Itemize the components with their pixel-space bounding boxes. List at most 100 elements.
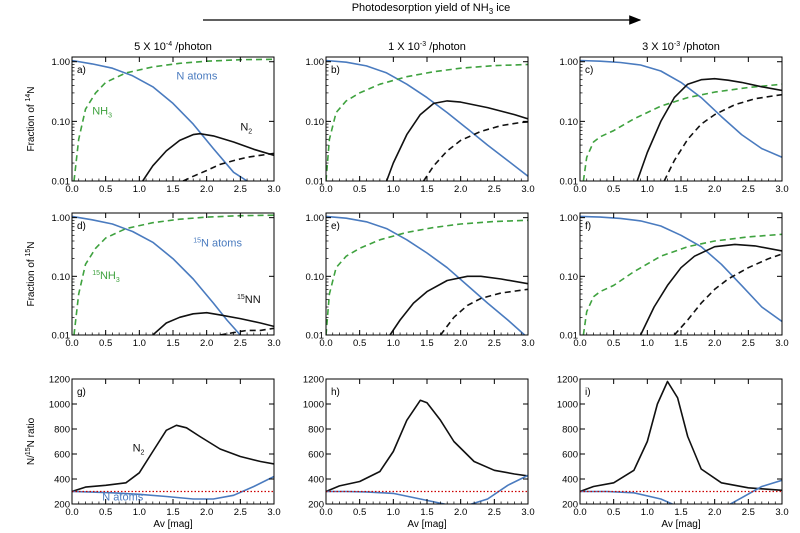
- x-tick-label: 2.5: [488, 338, 501, 349]
- column-title: 5 X 10-4 /photon: [134, 41, 212, 53]
- series-line: [152, 311, 274, 335]
- x-tick-label: 2.5: [234, 507, 247, 518]
- series-line: [582, 83, 782, 181]
- x-tick-label: 0.5: [353, 184, 366, 195]
- series-line: [663, 93, 782, 181]
- row-ylabel-tail: N ratio: [26, 417, 37, 447]
- panel-e: 0.0 0.5 1.0 1.5 2.0 2.5 3.0 1.00 0.10 0.01 e): [306, 212, 535, 349]
- x-tick-label: 1.5: [166, 507, 179, 518]
- y-tick-label: 0.01: [306, 177, 325, 188]
- y-tick-label: 0.10: [52, 272, 71, 283]
- x-tick-label: 0.0: [573, 507, 586, 518]
- y-tick-label: 600: [562, 450, 578, 461]
- x-tick-label: 2.5: [488, 507, 501, 518]
- panel-b: 0.0 0.5 1.0 1.5 2.0 2.5 3.0 1.00 0.10 0.01 b): [306, 56, 535, 195]
- svg-text:Photodesorption yield of NH3 i: Photodesorption yield of NH3 ice: [352, 2, 511, 16]
- y-tick-label: 600: [308, 450, 324, 461]
- x-tick-label: 3.0: [521, 338, 534, 349]
- annotation-sub: 3: [116, 277, 120, 284]
- x-tick-label: 0.5: [353, 338, 366, 349]
- x-tick-label: 0.0: [319, 507, 332, 518]
- annotation-text: N atoms: [201, 238, 242, 250]
- x-tick-label: 2.0: [200, 184, 213, 195]
- header-label-sub: 3: [489, 7, 494, 16]
- panel-label: c): [585, 65, 593, 76]
- x-tick-label: 1.5: [420, 184, 433, 195]
- series-line: [326, 399, 528, 493]
- annotation-text: N: [133, 443, 141, 455]
- column-title: 1 X 10-3 /photon: [388, 41, 466, 53]
- figure-header: Photodesorption yield of NH3 ice: [203, 2, 642, 25]
- series-line: [582, 233, 782, 335]
- series-line: [385, 100, 528, 181]
- x-tick-label: 0.0: [573, 184, 586, 195]
- panel-label: f): [585, 221, 591, 232]
- x-tick-label: 0.5: [99, 184, 112, 195]
- x-tick-label: 2.0: [708, 338, 721, 349]
- series-line: [422, 121, 528, 181]
- series-line: [580, 59, 782, 159]
- x-tick-label: 1.0: [387, 338, 400, 349]
- plot-frame: [325, 212, 529, 336]
- series-line: [389, 275, 528, 335]
- row-ylabel-tail: N: [26, 241, 37, 248]
- x-tick-label: 0.5: [353, 507, 366, 518]
- y-tick-label: 1.00: [306, 213, 325, 224]
- y-tick-label: 1.00: [560, 213, 579, 224]
- series-line: [142, 132, 274, 181]
- x-tick-label: 2.0: [200, 338, 213, 349]
- x-tick-label: 1.0: [641, 338, 654, 349]
- y-tick-label: 1.00: [52, 213, 71, 224]
- series-line: [73, 58, 274, 181]
- series-line: [219, 327, 274, 335]
- panel-a: 0.0 0.5 1.0 1.5 2.0 2.5 3.0 1.00 0.10 0.01 a) N ato…: [52, 56, 281, 195]
- row-ylabel: Fraction of 14N: [25, 86, 37, 151]
- panel-label: d): [77, 221, 86, 232]
- panel-c: 0.0 0.5 1.0 1.5 2.0 2.5 3.0 1.00 0.10 0.01 c): [560, 56, 789, 195]
- panel-label: b): [331, 65, 340, 76]
- annotation-text: N atoms: [176, 71, 217, 83]
- y-tick-label: 1200: [303, 375, 324, 386]
- series-line: [439, 288, 528, 335]
- series-line: [639, 243, 782, 335]
- x-tick-label: 3.0: [521, 184, 534, 195]
- column-titles: 5 X 10-4 /photon 1 X 10-3 /photon 3 X 10-3…: [134, 41, 720, 53]
- x-tick-label: 1.5: [166, 338, 179, 349]
- row-ylabel-text: Fraction of: [26, 102, 37, 152]
- x-axis-labels: Av [mag] Av [mag] Av [mag]: [153, 519, 700, 530]
- panel-f: 0.0 0.5 1.0 1.5 2.0 2.5 3.0 1.00 0.10 0.01 f): [560, 212, 789, 349]
- x-tick-label: 0.0: [319, 338, 332, 349]
- x-axis-title: Av [mag]: [407, 519, 446, 530]
- panel-d: 0.0 0.5 1.0 1.5 2.0 2.5 3.01.000.100.01d)15N a…: [52, 212, 281, 349]
- row-ylabel-text: Fraction of: [26, 257, 37, 307]
- y-tick-label: 0.10: [52, 117, 71, 128]
- plot-frame: [579, 378, 783, 505]
- series-line: [72, 215, 241, 335]
- panel-i: 0.0 0.5 1.0 1.5 2.0 2.5 3.0 1200 1000 800 600 400 20…: [557, 375, 789, 519]
- row-ylabel-sup: 15: [25, 249, 32, 257]
- x-tick-label: 1.5: [420, 507, 433, 518]
- x-tick-label: 2.5: [742, 184, 755, 195]
- y-tick-label: 0.01: [52, 331, 71, 342]
- x-axis-title: Av [mag]: [153, 519, 192, 530]
- x-tick-label: 1.5: [420, 338, 433, 349]
- x-tick-label: 3.0: [775, 338, 788, 349]
- y-tick-label: 200: [54, 500, 70, 511]
- y-tick-label: 0.01: [560, 331, 579, 342]
- series-annotation: N2: [240, 122, 252, 136]
- series-line: [673, 253, 782, 335]
- row-ylabel: Fraction of 15N: [25, 241, 37, 306]
- y-tick-label: 0.10: [306, 272, 325, 283]
- series-line: [326, 59, 528, 177]
- y-tick-label: 1200: [49, 375, 70, 386]
- series-line: [72, 59, 248, 181]
- x-tick-label: 0.5: [99, 507, 112, 518]
- column-title: 3 X 10-3 /photon: [642, 41, 720, 53]
- panel-h: 0.0 0.5 1.0 1.5 2.0 2.5 3.0 1200 1000 800 600 400 20…: [303, 375, 535, 519]
- x-tick-label: 1.0: [641, 507, 654, 518]
- row-ylabel-sup: 14: [25, 94, 32, 102]
- annotation-text: NH: [92, 106, 108, 118]
- series-line: [72, 424, 274, 493]
- series-annotation: N atoms: [102, 491, 143, 503]
